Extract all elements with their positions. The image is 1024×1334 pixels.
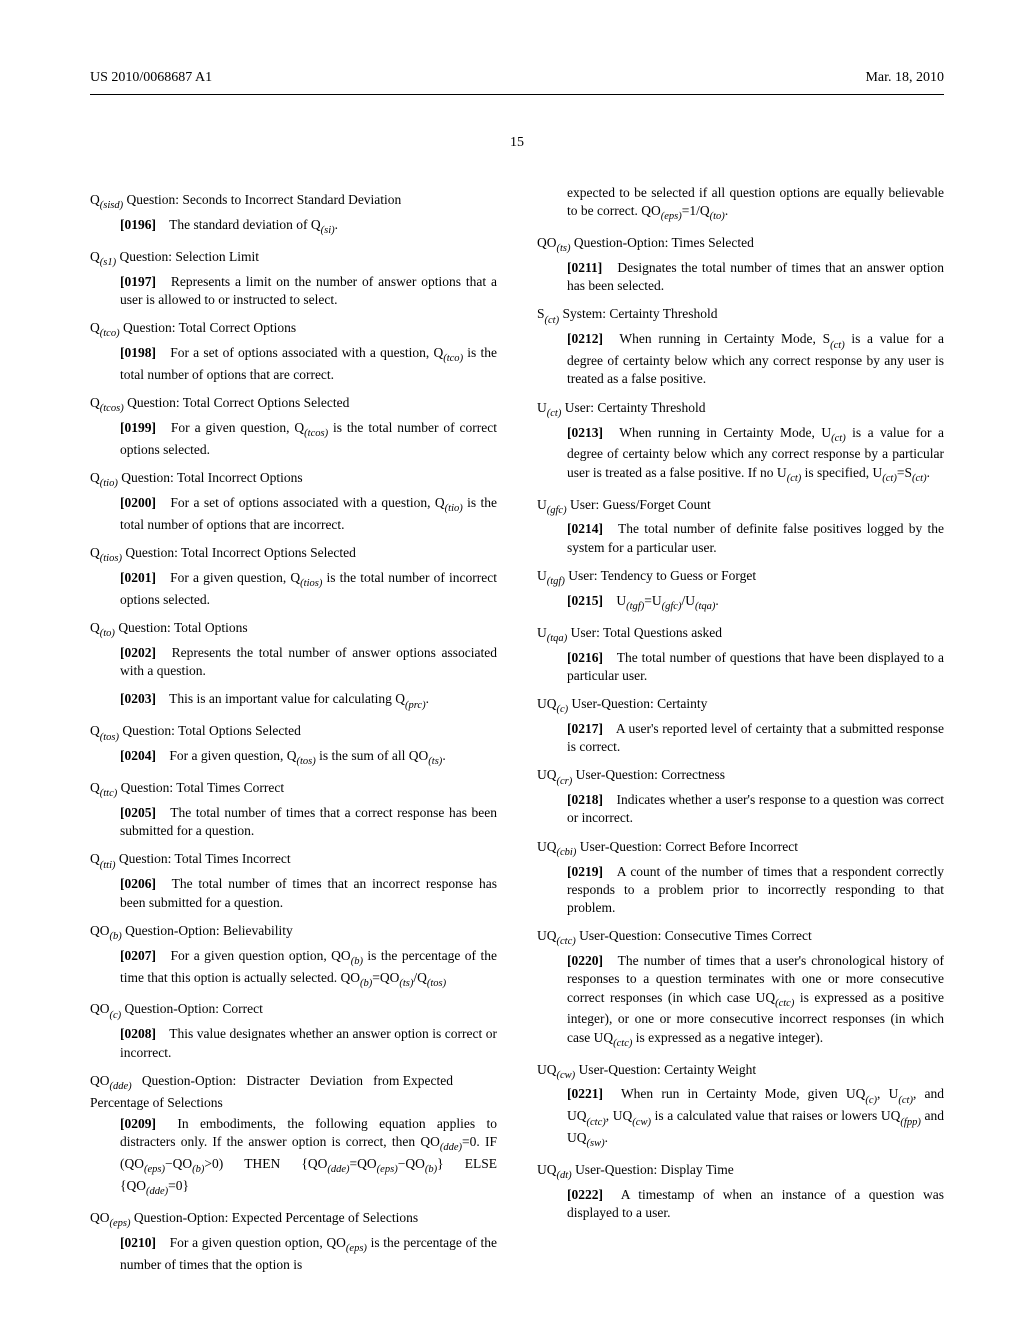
paragraph: [0214] The total number of definite fals… (537, 520, 944, 556)
paragraph: [0215] U(tgf)=U(gfc)/U(tqa). (537, 592, 944, 614)
paragraph: [0213] When running in Certainty Mode, U… (537, 424, 944, 486)
paragraph-number: [0207] (120, 947, 166, 965)
paragraph-number: [0196] (120, 216, 166, 234)
definition-term: U(gfc) User: Guess/Forget Count (537, 496, 944, 518)
paragraph: [0202] Represents the total number of an… (90, 644, 497, 680)
paragraph: [0203] This is an important value for ca… (90, 690, 497, 712)
paragraph-number: [0214] (567, 520, 613, 538)
paragraph-number: [0222] (567, 1186, 613, 1204)
paragraph-number: [0209] (120, 1115, 166, 1133)
paragraph-number: [0204] (120, 747, 166, 765)
two-columns: Q(sisd) Question: Seconds to Incorrect S… (90, 181, 944, 1284)
definition-term: UQ(dt) User-Question: Display Time (537, 1161, 944, 1183)
paragraph-number: [0217] (567, 720, 613, 738)
paragraph-number: [0203] (120, 690, 166, 708)
paragraph-number: [0199] (120, 419, 166, 437)
definition-term: Q(tti) Question: Total Times Incorrect (90, 850, 497, 872)
header-row: US 2010/0068687 A1 Mar. 18, 2010 (90, 70, 944, 86)
header-left: US 2010/0068687 A1 (90, 70, 212, 86)
paragraph: [0209] In embodiments, the following equ… (90, 1115, 497, 1199)
definition-term: UQ(ctc) User-Question: Consecutive Times… (537, 927, 944, 949)
paragraph-number: [0216] (567, 649, 613, 667)
left-column: Q(sisd) Question: Seconds to Incorrect S… (90, 181, 497, 1284)
paragraph-continuation: expected to be selected if all question … (537, 184, 944, 224)
paragraph: [0222] A timestamp of when an instance o… (537, 1186, 944, 1222)
paragraph-number: [0212] (567, 330, 613, 348)
paragraph-number: [0218] (567, 791, 613, 809)
definition-term: Q(tos) Question: Total Options Selected (90, 722, 497, 744)
paragraph-number: [0201] (120, 569, 166, 587)
paragraph: [0204] For a given question, Q(tos) is t… (90, 747, 497, 769)
paragraph: [0220] The number of times that a user's… (537, 952, 944, 1050)
definition-term: U(ct) User: Certainty Threshold (537, 399, 944, 421)
paragraph-number: [0210] (120, 1234, 166, 1252)
header-right: Mar. 18, 2010 (865, 70, 944, 86)
paragraph-number: [0202] (120, 644, 166, 662)
paragraph-number: [0221] (567, 1085, 613, 1103)
page-container: US 2010/0068687 A1 Mar. 18, 2010 15 Q(si… (0, 0, 1024, 1334)
paragraph-number: [0200] (120, 494, 166, 512)
paragraph: [0199] For a given question, Q(tcos) is … (90, 419, 497, 459)
paragraph-number: [0219] (567, 863, 613, 881)
page-number: 15 (90, 135, 944, 151)
paragraph: [0212] When running in Certainty Mode, S… (537, 330, 944, 388)
definition-term: Q(to) Question: Total Options (90, 619, 497, 641)
definition-term: Q(ttc) Question: Total Times Correct (90, 779, 497, 801)
paragraph: [0200] For a set of options associated w… (90, 494, 497, 534)
paragraph: [0206] The total number of times that an… (90, 875, 497, 911)
definition-term: QO(dde) Question-Option: Distracter Devi… (90, 1072, 497, 1112)
paragraph-number: [0208] (120, 1025, 166, 1043)
paragraph: [0201] For a given question, Q(tios) is … (90, 569, 497, 609)
definition-term: QO(ts) Question-Option: Times Selected (537, 234, 944, 256)
paragraph: [0208] This value designates whether an … (90, 1025, 497, 1061)
definition-term: UQ(c) User-Question: Certainty (537, 695, 944, 717)
definition-term: Q(tio) Question: Total Incorrect Options (90, 469, 497, 491)
paragraph-number: [0220] (567, 952, 613, 970)
definition-term: UQ(cw) User-Question: Certainty Weight (537, 1061, 944, 1083)
definition-term: Q(tios) Question: Total Incorrect Option… (90, 544, 497, 566)
paragraph: [0218] Indicates whether a user's respon… (537, 791, 944, 827)
right-column: expected to be selected if all question … (537, 181, 944, 1284)
definition-term: U(tgf) User: Tendency to Guess or Forget (537, 567, 944, 589)
paragraph: [0221] When run in Certainty Mode, given… (537, 1085, 944, 1151)
paragraph-number: [0213] (567, 424, 613, 442)
paragraph-number: [0205] (120, 804, 166, 822)
paragraph-number: [0211] (567, 259, 613, 277)
definition-term: QO(c) Question-Option: Correct (90, 1000, 497, 1022)
header-rule (90, 94, 944, 95)
paragraph: [0205] The total number of times that a … (90, 804, 497, 840)
definition-term: UQ(cr) User-Question: Correctness (537, 766, 944, 788)
definition-term: Q(tco) Question: Total Correct Options (90, 319, 497, 341)
paragraph: [0217] A user's reported level of certai… (537, 720, 944, 756)
definition-term: Q(tcos) Question: Total Correct Options … (90, 394, 497, 416)
paragraph-number: [0198] (120, 344, 166, 362)
paragraph: [0219] A count of the number of times th… (537, 863, 944, 918)
paragraph: [0207] For a given question option, QO(b… (90, 947, 497, 991)
paragraph: [0198] For a set of options associated w… (90, 344, 497, 384)
paragraph-number: [0206] (120, 875, 166, 893)
paragraph: [0210] For a given question option, QO(e… (90, 1234, 497, 1274)
paragraph: [0196] The standard deviation of Q(si). (90, 216, 497, 238)
paragraph: [0197] Represents a limit on the number … (90, 273, 497, 309)
paragraph-number: [0215] (567, 592, 613, 610)
paragraph-number: [0197] (120, 273, 166, 291)
definition-term: QO(b) Question-Option: Believability (90, 922, 497, 944)
paragraph: [0211] Designates the total number of ti… (537, 259, 944, 295)
paragraph: [0216] The total number of questions tha… (537, 649, 944, 685)
definition-term: Q(s1) Question: Selection Limit (90, 248, 497, 270)
definition-term: U(tqa) User: Total Questions asked (537, 624, 944, 646)
definition-term: S(ct) System: Certainty Threshold (537, 305, 944, 327)
definition-term: UQ(cbi) User-Question: Correct Before In… (537, 838, 944, 860)
definition-term: QO(eps) Question-Option: Expected Percen… (90, 1209, 497, 1231)
definition-term: Q(sisd) Question: Seconds to Incorrect S… (90, 191, 497, 213)
